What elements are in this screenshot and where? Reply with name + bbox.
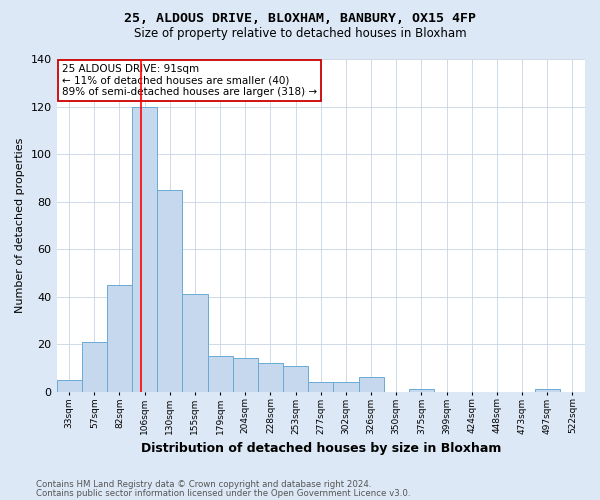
Bar: [359, 378, 383, 392]
Text: Contains public sector information licensed under the Open Government Licence v3: Contains public sector information licen…: [36, 488, 410, 498]
Bar: [334, 382, 359, 392]
Bar: [535, 390, 560, 392]
Bar: [208, 356, 233, 392]
Text: 25, ALDOUS DRIVE, BLOXHAM, BANBURY, OX15 4FP: 25, ALDOUS DRIVE, BLOXHAM, BANBURY, OX15…: [124, 12, 476, 26]
Bar: [56, 380, 82, 392]
Y-axis label: Number of detached properties: Number of detached properties: [15, 138, 25, 313]
Bar: [182, 294, 208, 392]
Bar: [233, 358, 258, 392]
Bar: [308, 382, 334, 392]
Bar: [409, 390, 434, 392]
Text: Size of property relative to detached houses in Bloxham: Size of property relative to detached ho…: [134, 28, 466, 40]
Text: Contains HM Land Registry data © Crown copyright and database right 2024.: Contains HM Land Registry data © Crown c…: [36, 480, 371, 489]
Bar: [82, 342, 107, 392]
Text: 25 ALDOUS DRIVE: 91sqm
← 11% of detached houses are smaller (40)
89% of semi-det: 25 ALDOUS DRIVE: 91sqm ← 11% of detached…: [62, 64, 317, 97]
Bar: [107, 285, 132, 392]
X-axis label: Distribution of detached houses by size in Bloxham: Distribution of detached houses by size …: [140, 442, 501, 455]
Bar: [132, 106, 157, 392]
Bar: [258, 363, 283, 392]
Bar: [157, 190, 182, 392]
Bar: [283, 366, 308, 392]
